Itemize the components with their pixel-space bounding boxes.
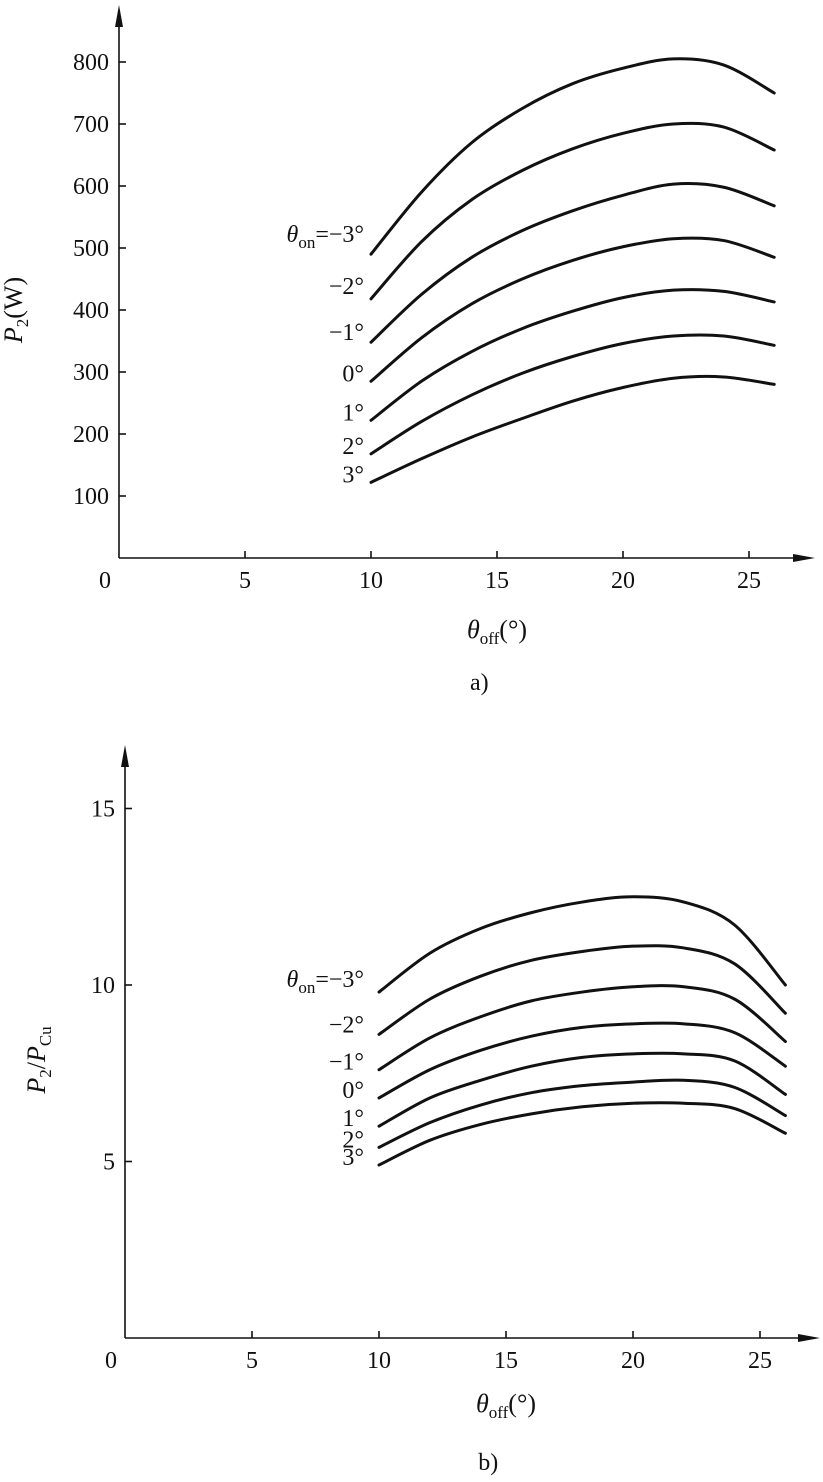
x-tick-label: 20 — [621, 1348, 645, 1374]
series-label: 0° — [342, 1078, 364, 1104]
series-label: 3° — [342, 462, 364, 488]
series-line — [369, 236, 776, 383]
x-tick-label: 25 — [737, 568, 761, 594]
y-axis-arrow-icon — [121, 745, 129, 767]
series-line — [369, 121, 776, 301]
series-line — [369, 333, 776, 456]
series-line — [377, 895, 787, 994]
series-label: 1° — [342, 1106, 364, 1132]
x-axis-label: θoff(°) — [476, 1389, 536, 1422]
x-tick-label: 15 — [485, 568, 509, 594]
x-tick-label: 25 — [748, 1348, 772, 1374]
series-line — [377, 984, 787, 1072]
series-line — [377, 1101, 787, 1167]
series-line — [369, 288, 776, 422]
y-tick-label: 200 — [73, 422, 109, 448]
series-label: 2° — [342, 434, 364, 460]
x-tick-label: 5 — [246, 1348, 258, 1374]
y-axis-label: P2(W) — [0, 277, 32, 344]
x-axis-arrow-icon — [793, 554, 815, 562]
x-tick-label: 20 — [611, 568, 635, 594]
series-line — [377, 1051, 787, 1128]
series-label: −1° — [329, 1050, 364, 1076]
y-axis-arrow-icon — [115, 5, 123, 27]
y-tick-label: 500 — [73, 236, 109, 262]
panel-caption: b) — [478, 1450, 498, 1476]
series-label: −1° — [329, 320, 364, 346]
series-label: −2° — [329, 1012, 364, 1038]
y-axis-label: P2/PCu — [22, 1026, 55, 1095]
y-tick-label: 700 — [73, 112, 109, 138]
y-tick-label: 600 — [73, 174, 109, 200]
y-tick-label: 10 — [91, 973, 115, 999]
series-label: 2° — [342, 1127, 364, 1153]
x-tick-label: 15 — [494, 1348, 518, 1374]
series-label: −2° — [329, 274, 364, 300]
x-tick-label: 5 — [239, 568, 251, 594]
series-line — [377, 1021, 787, 1100]
x-tick-label: 0 — [99, 568, 111, 594]
x-axis-arrow-icon — [798, 1334, 820, 1342]
y-tick-label: 100 — [73, 484, 109, 510]
series-label: 1° — [342, 400, 364, 426]
series-line — [369, 182, 776, 344]
y-tick-label: 400 — [73, 298, 109, 324]
x-axis-label: θoff(°) — [467, 615, 527, 648]
y-tick-label: 5 — [103, 1150, 115, 1176]
series-line — [377, 944, 787, 1036]
series-label: 0° — [342, 361, 364, 387]
panel-caption: a) — [470, 670, 489, 696]
series-line — [377, 1078, 787, 1149]
x-tick-label: 10 — [367, 1348, 391, 1374]
series-line — [369, 57, 776, 256]
chart-panel-a: 0 5 10 15 20 25 100 200 300 400 500 600 700 800 θon=−3… — [0, 5, 815, 696]
chart-panel-b: 0 5 10 15 20 25 5 10 15 θon=−3° −2° −1°0°1°2°3° P2/P… — [22, 745, 820, 1476]
y-tick-label: 300 — [73, 360, 109, 386]
y-tick-label: 800 — [73, 50, 109, 76]
x-tick-label: 10 — [359, 568, 383, 594]
series-label: θon=−3° — [287, 222, 364, 252]
y-tick-label: 15 — [91, 797, 115, 823]
series-label: θon=−3° — [287, 967, 364, 997]
series-label: 3° — [342, 1145, 364, 1171]
series-line — [369, 374, 776, 484]
x-tick-label: 0 — [105, 1348, 117, 1374]
